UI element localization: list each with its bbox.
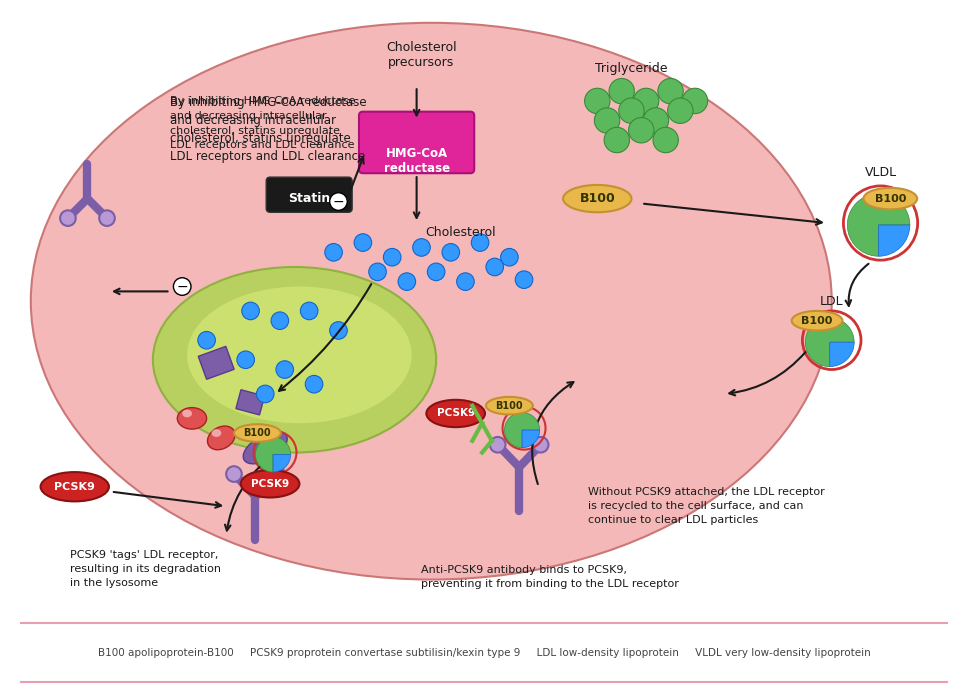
Circle shape bbox=[486, 258, 503, 276]
Wedge shape bbox=[522, 430, 540, 448]
Text: −: − bbox=[333, 195, 345, 209]
Circle shape bbox=[412, 239, 431, 256]
Ellipse shape bbox=[792, 311, 842, 330]
Circle shape bbox=[471, 234, 489, 251]
Ellipse shape bbox=[241, 470, 299, 498]
Ellipse shape bbox=[211, 429, 222, 437]
Circle shape bbox=[197, 331, 216, 349]
Circle shape bbox=[658, 78, 683, 104]
Text: B100 apolipoprotein-B100     PCSK9 proprotein convertase subtilisin/kexin type 9: B100 apolipoprotein-B100 PCSK9 proprotei… bbox=[98, 648, 870, 658]
Ellipse shape bbox=[207, 426, 235, 449]
Circle shape bbox=[398, 273, 415, 290]
Ellipse shape bbox=[243, 431, 287, 464]
Circle shape bbox=[585, 88, 610, 113]
Circle shape bbox=[383, 248, 401, 266]
Circle shape bbox=[300, 302, 318, 320]
Circle shape bbox=[668, 98, 693, 123]
Text: Without PCSK9 attached, the LDL receptor
is recycled to the cell surface, and ca: Without PCSK9 attached, the LDL receptor… bbox=[588, 486, 825, 525]
Circle shape bbox=[490, 437, 505, 453]
Wedge shape bbox=[847, 194, 910, 256]
Wedge shape bbox=[504, 412, 540, 448]
Text: B100: B100 bbox=[244, 428, 271, 438]
Text: PCSK9: PCSK9 bbox=[437, 409, 474, 419]
Circle shape bbox=[633, 88, 659, 113]
Text: Triglyceride: Triglyceride bbox=[595, 62, 668, 75]
Circle shape bbox=[305, 375, 323, 393]
Circle shape bbox=[532, 437, 549, 453]
Bar bbox=[198, 346, 234, 379]
Wedge shape bbox=[273, 454, 290, 472]
Text: Anti-PCSK9 antibody binds to PCSK9,
preventing it from binding to the LDL recept: Anti-PCSK9 antibody binds to PCSK9, prev… bbox=[421, 565, 680, 589]
Ellipse shape bbox=[486, 397, 532, 414]
Ellipse shape bbox=[563, 185, 631, 212]
Ellipse shape bbox=[187, 286, 411, 424]
Circle shape bbox=[427, 263, 445, 281]
Wedge shape bbox=[256, 437, 290, 472]
Ellipse shape bbox=[426, 400, 485, 427]
Circle shape bbox=[330, 322, 348, 340]
Circle shape bbox=[369, 263, 386, 281]
Text: HMG-CoA
reductase: HMG-CoA reductase bbox=[383, 147, 450, 175]
Circle shape bbox=[594, 108, 620, 133]
Ellipse shape bbox=[41, 472, 109, 501]
Circle shape bbox=[271, 312, 288, 330]
Circle shape bbox=[242, 302, 259, 320]
Text: B100: B100 bbox=[496, 400, 524, 411]
Wedge shape bbox=[879, 225, 910, 256]
Text: −: − bbox=[176, 279, 188, 293]
Circle shape bbox=[619, 98, 644, 123]
Circle shape bbox=[628, 118, 654, 143]
Text: B100: B100 bbox=[875, 194, 906, 204]
Ellipse shape bbox=[182, 410, 192, 417]
FancyBboxPatch shape bbox=[359, 112, 474, 173]
Circle shape bbox=[457, 273, 474, 290]
Wedge shape bbox=[830, 342, 854, 367]
Circle shape bbox=[330, 193, 348, 210]
Ellipse shape bbox=[177, 407, 206, 429]
Circle shape bbox=[500, 248, 518, 266]
Text: B100: B100 bbox=[580, 192, 616, 205]
Ellipse shape bbox=[153, 267, 437, 453]
Ellipse shape bbox=[31, 23, 832, 580]
Circle shape bbox=[515, 271, 532, 288]
Text: LDL: LDL bbox=[820, 295, 843, 308]
Circle shape bbox=[609, 78, 634, 104]
Text: PCSK9: PCSK9 bbox=[54, 482, 95, 491]
Text: By inhibiting HMG-CoA reductase
and decreasing intracellular
cholesterol, statin: By inhibiting HMG-CoA reductase and decr… bbox=[169, 96, 366, 163]
Circle shape bbox=[276, 360, 293, 378]
Circle shape bbox=[604, 127, 629, 153]
FancyBboxPatch shape bbox=[266, 177, 352, 212]
Circle shape bbox=[60, 210, 76, 226]
Circle shape bbox=[237, 351, 255, 369]
Text: PCSK9 'tags' LDL receptor,
resulting in its degradation
in the lysosome: PCSK9 'tags' LDL receptor, resulting in … bbox=[70, 550, 221, 588]
Text: PCSK9: PCSK9 bbox=[251, 479, 289, 489]
Circle shape bbox=[643, 108, 669, 133]
Circle shape bbox=[257, 385, 274, 402]
Text: Cholesterol
precursors: Cholesterol precursors bbox=[386, 41, 457, 69]
Ellipse shape bbox=[234, 424, 281, 442]
Bar bbox=[236, 390, 264, 415]
Circle shape bbox=[653, 127, 679, 153]
Wedge shape bbox=[805, 318, 854, 367]
Text: VLDL: VLDL bbox=[864, 166, 896, 179]
Text: B100: B100 bbox=[802, 316, 832, 326]
Circle shape bbox=[682, 88, 708, 113]
Circle shape bbox=[173, 278, 191, 295]
Ellipse shape bbox=[863, 188, 917, 209]
Circle shape bbox=[99, 210, 115, 226]
Circle shape bbox=[269, 466, 285, 482]
Circle shape bbox=[442, 244, 460, 261]
Circle shape bbox=[227, 466, 242, 482]
Text: Cholesterol: Cholesterol bbox=[425, 226, 496, 239]
Circle shape bbox=[325, 244, 343, 261]
Text: By inhibiting HMG-CoA reductase
and decreasing intracellular
cholesterol, statin: By inhibiting HMG-CoA reductase and decr… bbox=[169, 96, 355, 150]
Circle shape bbox=[354, 234, 372, 251]
Text: Statin: Statin bbox=[288, 192, 330, 205]
